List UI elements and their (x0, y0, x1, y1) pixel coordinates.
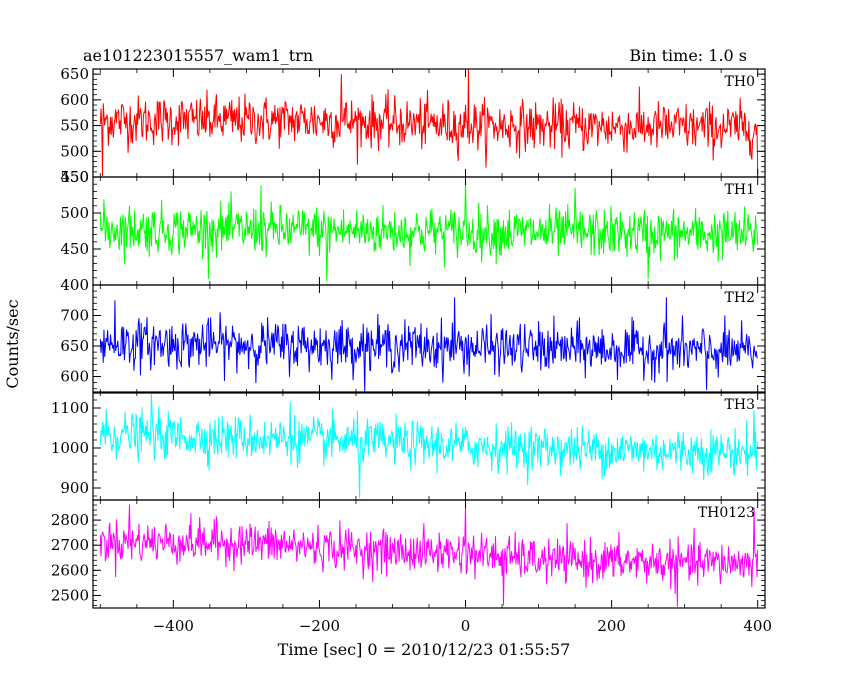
series-line-th3 (99, 393, 759, 499)
y-tick-label: 500 (60, 204, 89, 222)
chart-title-right: Bin time: 1.0 s (629, 46, 747, 65)
y-tick-label: 450 (60, 240, 89, 258)
series-line-th0 (99, 68, 759, 176)
series-line-th2 (99, 297, 758, 392)
x-axis-label: Time [sec] 0 = 2010/12/23 01:55:57 (278, 640, 571, 659)
panel-label-th3: TH3 (725, 397, 755, 413)
y-tick-label: 900 (60, 479, 89, 497)
x-tick-label: 400 (743, 617, 772, 635)
y-tick-label: 550 (60, 117, 89, 135)
x-tick-label: −200 (299, 617, 340, 635)
x-tick-label: 0 (461, 617, 471, 635)
y-tick-label: 400 (60, 276, 89, 294)
y-tick-label: 2800 (51, 511, 89, 529)
y-tick-label: 650 (60, 65, 89, 83)
y-tick-label: 1000 (51, 439, 89, 457)
y-tick-label: 650 (60, 337, 89, 355)
panel-label-th0123: TH0123 (698, 505, 755, 521)
series-line-th0123 (99, 502, 759, 607)
panel-label-th2: TH2 (725, 290, 755, 306)
y-tick-label: 2700 (51, 536, 89, 554)
y-tick-label: 450 (60, 168, 89, 186)
series-line-th1 (99, 180, 759, 282)
y-tick-label: 600 (60, 91, 89, 109)
x-tick-label: −400 (153, 617, 194, 635)
y-tick-label: 2600 (51, 561, 89, 579)
y-tick-label: 700 (60, 307, 89, 325)
panel-label-th0: TH0 (725, 74, 755, 90)
y-tick-label: 550 (60, 168, 89, 186)
y-tick-label: 500 (60, 142, 89, 160)
y-tick-label: 2500 (51, 586, 89, 604)
panel-label-th1: TH1 (725, 182, 755, 198)
chart-title-left: ae101223015557_wam1_trn (83, 46, 313, 65)
y-tick-label: 1100 (51, 399, 89, 417)
y-tick-label: 600 (60, 368, 89, 386)
y-axis-label: Counts/sec (3, 299, 22, 388)
x-tick-label: 200 (597, 617, 626, 635)
